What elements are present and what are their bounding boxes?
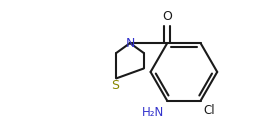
Text: O: O <box>162 9 172 23</box>
Text: H₂N: H₂N <box>142 106 164 119</box>
Text: N: N <box>125 37 135 50</box>
Text: Cl: Cl <box>204 104 215 117</box>
Text: S: S <box>111 79 119 92</box>
